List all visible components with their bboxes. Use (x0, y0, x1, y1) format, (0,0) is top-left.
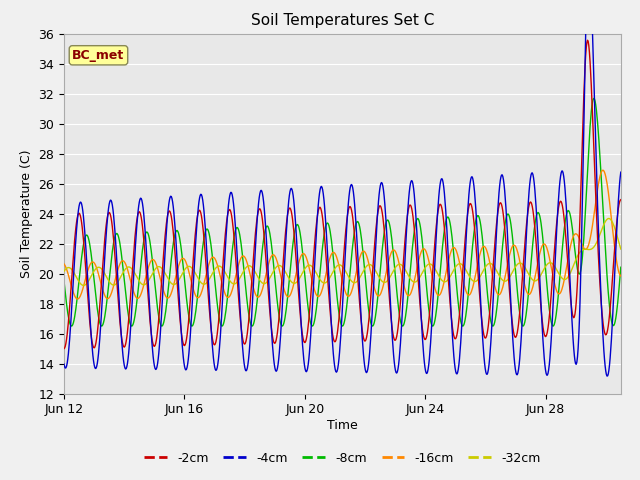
Legend: -2cm, -4cm, -8cm, -16cm, -32cm: -2cm, -4cm, -8cm, -16cm, -32cm (140, 447, 545, 469)
Y-axis label: Soil Temperature (C): Soil Temperature (C) (20, 149, 33, 278)
Title: Soil Temperatures Set C: Soil Temperatures Set C (251, 13, 434, 28)
Text: BC_met: BC_met (72, 49, 125, 62)
X-axis label: Time: Time (327, 419, 358, 432)
